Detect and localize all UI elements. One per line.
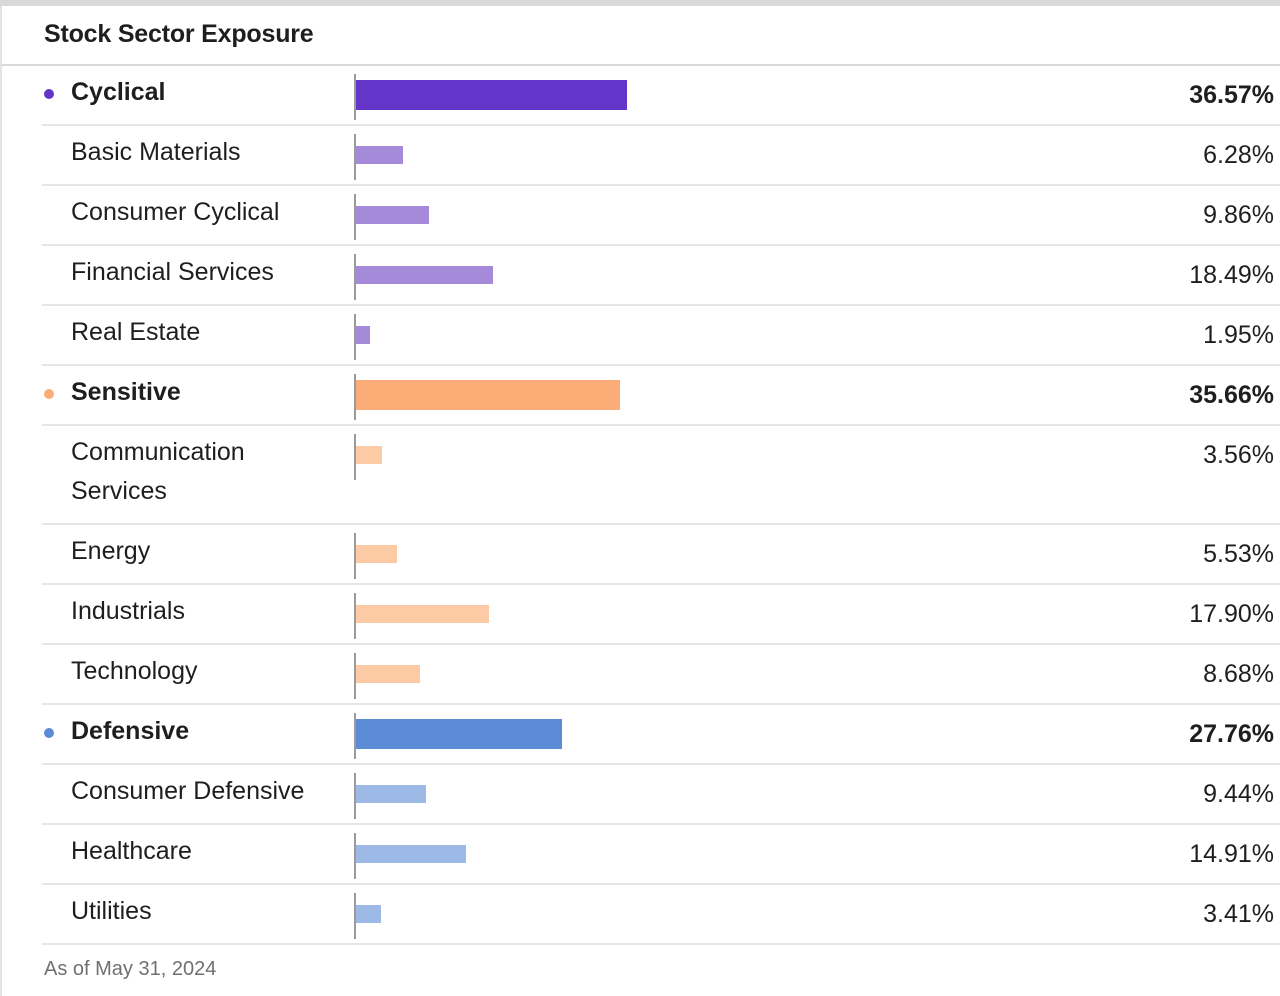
value-label: 36.57% [1189, 81, 1274, 109]
value-label: 14.91% [1189, 840, 1274, 868]
bar-axis-line [354, 713, 356, 759]
sector-label: Sensitive [71, 378, 181, 406]
bar-healthcare [356, 845, 466, 863]
sector-row-communication-services: Communication Services 3.56% [42, 426, 1280, 525]
value-label: 8.68% [1203, 660, 1274, 688]
bar-sensitive [356, 380, 620, 410]
sector-label: Energy [71, 537, 151, 565]
bar-technology [356, 665, 420, 683]
sector-label: Financial Services [71, 258, 274, 286]
bar-axis-line [354, 194, 356, 240]
bar-utilities [356, 905, 381, 923]
bar-axis-line [354, 533, 356, 579]
sector-label: Utilities [71, 897, 152, 925]
bar-axis-line [354, 74, 356, 120]
bar-axis-line [354, 833, 356, 879]
sector-label: Consumer Defensive [71, 777, 305, 805]
bar-industrials [356, 605, 489, 623]
bar-axis-line [354, 593, 356, 639]
value-label: 6.28% [1203, 141, 1274, 169]
sector-label: Consumer Cyclical [71, 198, 280, 226]
bar-energy [356, 545, 397, 563]
value-label: 3.41% [1203, 900, 1274, 928]
bar-axis-line [354, 653, 356, 699]
sector-label: Healthcare [71, 837, 192, 865]
bar-real-estate [356, 326, 370, 344]
card-title: Stock Sector Exposure [44, 20, 314, 48]
header-divider [2, 64, 1280, 66]
sector-label: Industrials [71, 597, 185, 625]
value-label: 1.95% [1203, 321, 1274, 349]
sector-label: Technology [71, 657, 198, 685]
legend-dot-icon [44, 389, 54, 399]
sector-label: Defensive [71, 717, 190, 745]
sector-row-industrials: Industrials 17.90% [42, 585, 1280, 645]
bar-communication-services [356, 446, 382, 464]
value-label: 5.53% [1203, 540, 1274, 568]
sector-label: Communication Services [71, 438, 245, 505]
bar-axis-line [354, 773, 356, 819]
sector-row-basic-materials: Basic Materials 6.28% [42, 126, 1280, 186]
value-label: 17.90% [1189, 600, 1274, 628]
sector-row-cyclical: Cyclical 36.57% [42, 66, 1280, 126]
bar-axis-line [354, 893, 356, 939]
bar-basic-materials [356, 146, 403, 164]
sector-row-defensive: Defensive 27.76% [42, 705, 1280, 765]
legend-dot-icon [44, 728, 54, 738]
bar-axis-line [354, 374, 356, 420]
bar-axis-line [354, 434, 356, 480]
value-label: 9.86% [1203, 201, 1274, 229]
bar-consumer-defensive [356, 785, 426, 803]
sector-label: Basic Materials [71, 138, 241, 166]
sector-row-sensitive: Sensitive 35.66% [42, 366, 1280, 426]
legend-dot-icon [44, 89, 54, 99]
sector-label: Cyclical [71, 78, 166, 106]
sector-exposure-card: Stock Sector Exposure Cyclical 36.57% Basi… [0, 6, 1280, 996]
bar-cyclical [356, 80, 627, 110]
sector-row-consumer-defensive: Consumer Defensive 9.44% [42, 765, 1280, 825]
bar-axis-line [354, 314, 356, 360]
sector-row-healthcare: Healthcare 14.91% [42, 825, 1280, 885]
sector-row-real-estate: Real Estate 1.95% [42, 306, 1280, 366]
value-label: 27.76% [1189, 720, 1274, 748]
value-label: 9.44% [1203, 780, 1274, 808]
sector-row-financial-services: Financial Services 18.49% [42, 246, 1280, 306]
bar-defensive [356, 719, 562, 749]
sector-row-utilities: Utilities 3.41% [42, 885, 1280, 945]
value-label: 35.66% [1189, 381, 1274, 409]
top-border [0, 0, 1280, 6]
bar-consumer-cyclical [356, 206, 429, 224]
value-label: 3.56% [1203, 441, 1274, 469]
sector-row-energy: Energy 5.53% [42, 525, 1280, 585]
bar-axis-line [354, 134, 356, 180]
bar-financial-services [356, 266, 493, 284]
sector-row-technology: Technology 8.68% [42, 645, 1280, 705]
as-of-date: As of May 31, 2024 [44, 958, 217, 980]
bar-axis-line [354, 254, 356, 300]
value-label: 18.49% [1189, 261, 1274, 289]
sector-row-consumer-cyclical: Consumer Cyclical 9.86% [42, 186, 1280, 246]
sector-label: Real Estate [71, 318, 201, 346]
